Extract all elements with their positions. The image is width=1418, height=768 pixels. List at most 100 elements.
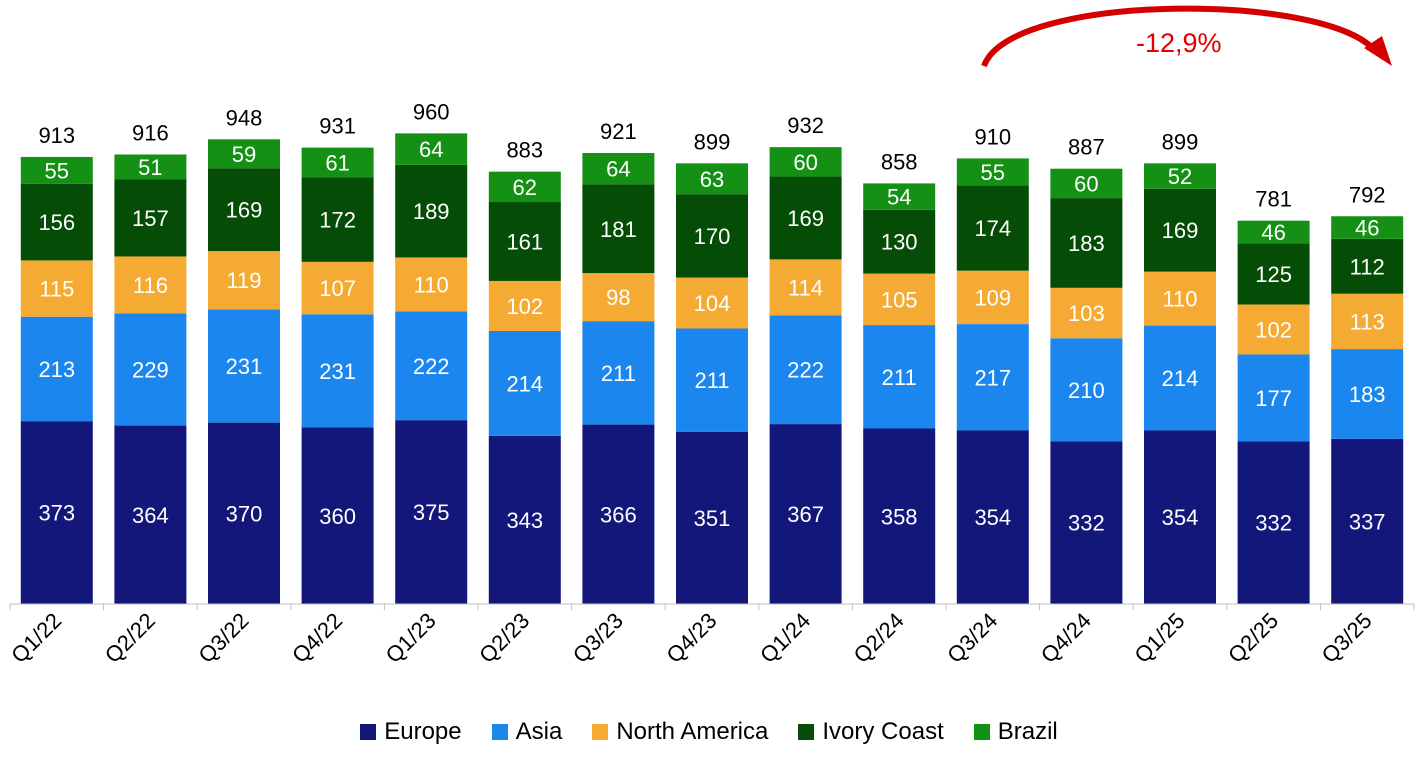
bar-europe [582,424,655,604]
data-label-north-america: 104 [694,291,731,316]
bar-europe [114,425,187,604]
bar-europe [1237,441,1310,604]
data-label-ivory-coast: 169 [1162,218,1199,243]
bar-north-america [20,260,93,317]
bar-ivory-coast [395,164,468,258]
x-tick-label: Q1/25 [1129,608,1189,668]
bar-brazil [676,163,748,195]
annotation-arrow-curve [981,5,1379,68]
bar-brazil [1144,163,1216,189]
data-label-north-america: 114 [788,275,823,300]
bars-group: 373 213 115 156 55 913 364 229 116 157 51 916 370 231… [20,99,1404,604]
total-label: 931 [319,114,356,139]
data-label-asia: 222 [787,358,824,383]
data-label-north-america: 102 [1255,317,1292,342]
bar-asia [20,316,93,422]
bar-europe [1331,438,1404,604]
data-label-brazil: 63 [700,167,724,192]
bar-ivory-coast [488,202,561,281]
legend-item-ivory-coast: Ivory Coast [798,718,944,746]
x-tick-label: Q2/22 [100,608,160,668]
bar-ivory-coast [114,179,187,257]
bar-europe [395,420,468,604]
bar-north-america [769,259,842,316]
bar-europe [956,430,1029,604]
x-tick-label: Q3/23 [568,608,628,668]
data-label-europe: 332 [1068,511,1105,536]
bar-north-america [1144,271,1216,326]
bar-ivory-coast [863,209,936,274]
data-label-ivory-coast: 112 [1350,254,1385,279]
data-label-europe: 364 [132,503,169,528]
data-label-north-america: 110 [414,272,449,297]
bar-north-america [395,257,468,312]
total-label: 887 [1068,135,1105,160]
bar-asia [488,330,561,436]
data-label-europe: 354 [1162,505,1199,530]
total-label: 899 [694,129,731,154]
data-label-asia: 214 [1162,366,1199,391]
total-label: 913 [38,123,75,148]
total-label: 910 [974,124,1011,149]
data-label-europe: 366 [600,502,637,527]
bar-europe [208,422,280,604]
data-label-asia: 211 [882,365,917,390]
data-label-brazil: 64 [606,157,630,182]
data-label-europe: 343 [506,508,543,533]
bar-asia [1144,325,1216,431]
data-label-north-america: 103 [1068,301,1105,326]
total-label: 948 [226,105,263,130]
x-tick-label: Q3/24 [942,608,1002,668]
data-label-europe: 358 [881,504,918,529]
legend-label-asia: Asia [515,718,563,745]
data-label-brazil: 55 [45,158,69,183]
bar-europe [488,435,561,604]
bar-brazil [20,156,93,184]
data-label-ivory-coast: 174 [974,216,1011,241]
bar-asia [1050,338,1123,442]
data-label-north-america: 105 [881,287,918,312]
legend-swatch-north-america [592,724,609,740]
bar-north-america [114,256,187,314]
bar-north-america [863,273,936,326]
data-label-brazil: 46 [1355,216,1379,241]
bar-asia [582,321,655,425]
data-label-brazil: 54 [887,185,911,210]
bar-ivory-coast [769,176,842,260]
data-label-europe: 354 [974,505,1011,530]
bar-brazil [1331,216,1404,239]
bar-ivory-coast [1331,238,1404,294]
data-label-ivory-coast: 169 [226,198,263,223]
bar-north-america [208,251,280,310]
data-label-asia: 211 [601,361,636,386]
data-label-north-america: 115 [39,277,74,302]
bar-north-america [488,280,561,331]
bar-asia [1237,354,1310,442]
bar-north-america [956,270,1029,325]
bar-asia [956,324,1029,431]
bar-europe [676,431,748,604]
data-label-ivory-coast: 156 [38,210,75,235]
data-label-ivory-coast: 189 [413,199,450,224]
bar-north-america [301,261,374,315]
bar-europe [769,424,842,604]
data-label-asia: 211 [694,368,729,393]
bar-asia [769,315,842,425]
bar-brazil [395,133,468,165]
total-label: 932 [787,113,824,138]
data-label-ivory-coast: 161 [506,230,543,255]
annotation-arrow [981,5,1392,68]
bar-brazil [301,147,374,178]
annotation-arrow-head [1364,36,1392,66]
legend-swatch-asia [491,724,508,740]
data-label-ivory-coast: 125 [1255,262,1292,287]
bar-north-america [676,277,748,329]
x-tick-label: Q1/22 [6,608,66,668]
bar-brazil [114,154,187,180]
x-axis: Q1/22 Q2/22 Q3/22 Q4/22 Q1/23 Q2/23 Q3/23 Q4/23… [6,603,1415,668]
data-label-ivory-coast: 130 [881,230,918,255]
bar-asia [114,313,187,426]
data-label-ivory-coast: 170 [694,224,731,249]
bar-brazil [956,158,1029,186]
data-label-north-america: 98 [606,285,630,310]
